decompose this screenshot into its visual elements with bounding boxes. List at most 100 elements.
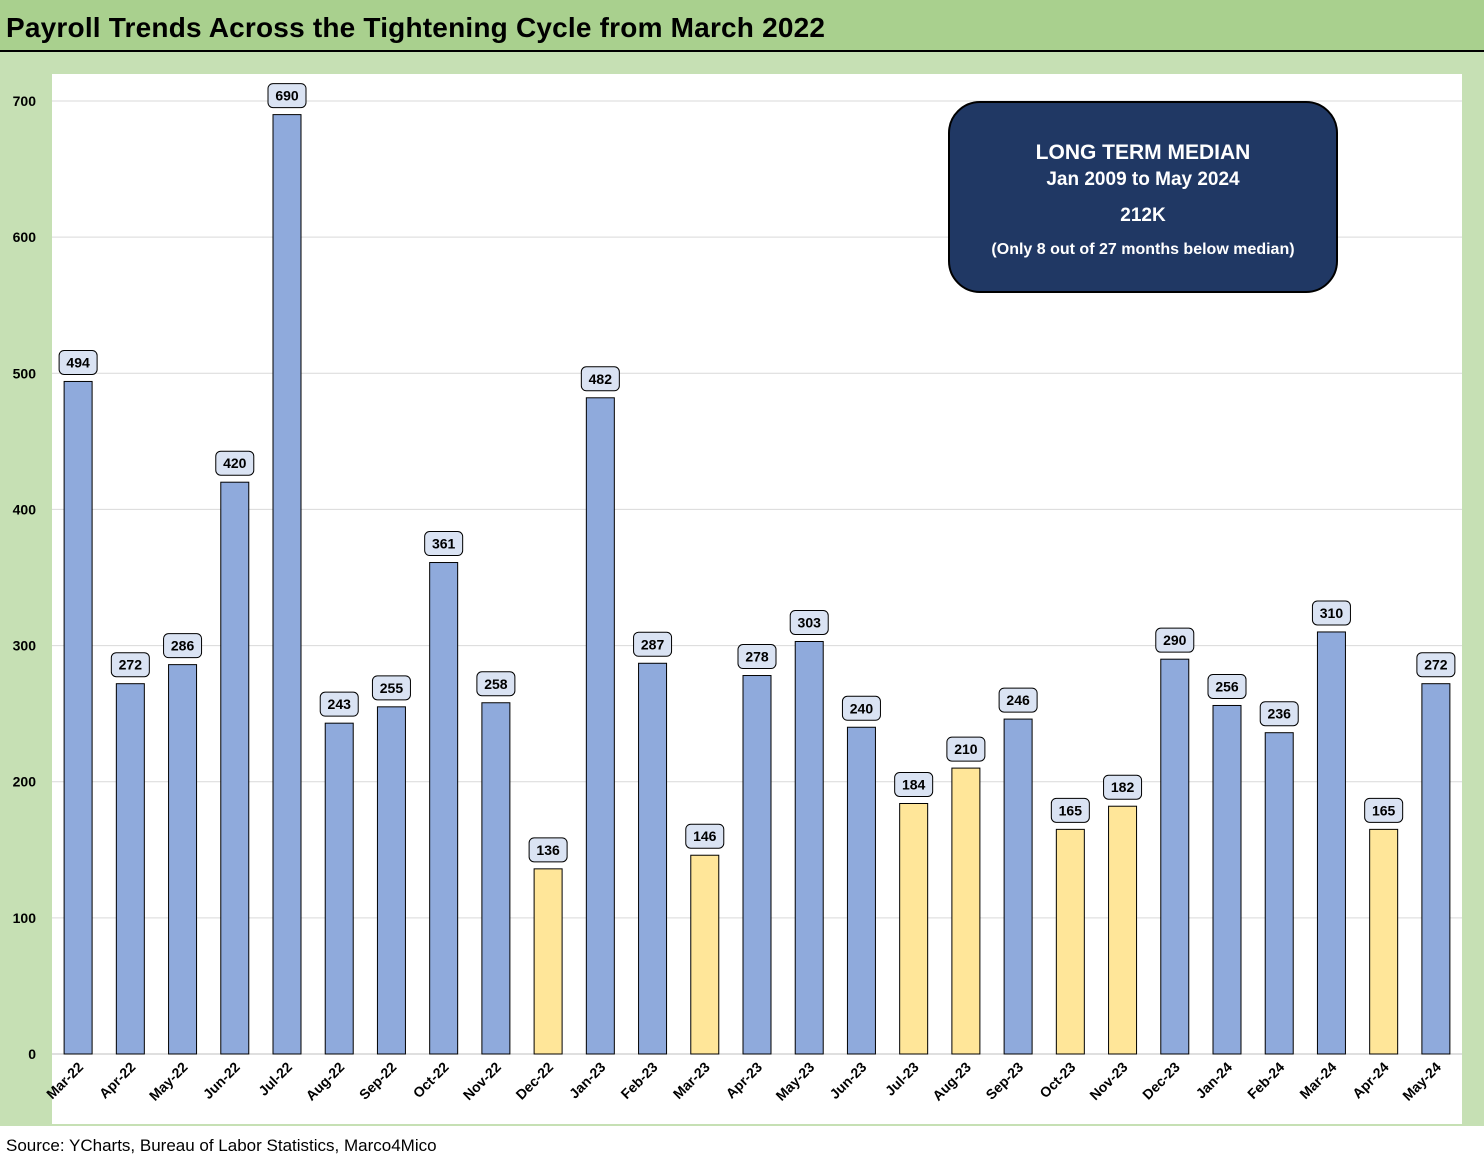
data-label-box [580, 366, 620, 392]
data-label: 165 [1372, 802, 1396, 818]
title-bar: Payroll Trends Across the Tightening Cyc… [0, 0, 1484, 52]
data-label: 243 [328, 696, 352, 712]
bar [1160, 658, 1190, 1055]
bar [638, 662, 668, 1055]
bar [1108, 805, 1138, 1055]
x-tick-label: Aug-23 [929, 1059, 974, 1104]
bar [846, 726, 876, 1055]
bar [115, 683, 145, 1055]
bar [585, 397, 615, 1055]
data-label-box [476, 671, 516, 697]
data-label-box [1155, 627, 1195, 653]
data-label-box [371, 675, 411, 701]
x-tick-label: May-24 [1399, 1059, 1444, 1104]
x-tick-label: Mar-23 [670, 1059, 713, 1102]
data-label: 258 [484, 676, 508, 692]
data-label-box [1364, 797, 1404, 823]
bar [63, 380, 93, 1055]
data-label: 420 [223, 455, 247, 471]
bar [1212, 704, 1242, 1055]
data-label-box [528, 837, 568, 863]
data-label-box [1259, 701, 1299, 727]
y-tick-label: 600 [13, 229, 37, 245]
y-tick-label: 400 [13, 501, 37, 517]
data-label: 290 [1163, 632, 1187, 648]
x-tick-label: Dec-23 [1139, 1059, 1183, 1103]
data-label: 361 [432, 536, 456, 552]
data-label-box [789, 609, 829, 635]
x-tick-label: Jul-23 [882, 1059, 922, 1099]
y-tick-label: 500 [13, 365, 37, 381]
data-label: 287 [641, 636, 665, 652]
data-label: 690 [275, 88, 299, 104]
y-tick-label: 0 [28, 1046, 36, 1062]
data-label-box [998, 687, 1038, 713]
bar [951, 767, 981, 1055]
data-label: 278 [745, 649, 769, 665]
data-label-box [1416, 652, 1456, 678]
bar [272, 114, 302, 1055]
data-label-box [685, 823, 725, 849]
bar [220, 481, 250, 1055]
x-tick-label: Jan-24 [1192, 1059, 1235, 1102]
data-label-box [424, 531, 464, 557]
x-tick-label: Apr-24 [1349, 1059, 1392, 1102]
data-label: 256 [1215, 678, 1239, 694]
x-tick-label: Feb-24 [1244, 1059, 1287, 1102]
data-label: 494 [66, 354, 90, 370]
data-label: 272 [1424, 657, 1448, 673]
data-label: 184 [902, 776, 926, 792]
median-callout-box: LONG TERM MEDIAN Jan 2009 to May 2024 21… [948, 101, 1338, 293]
data-label-box [737, 644, 777, 670]
y-tick-label: 700 [13, 93, 37, 109]
x-tick-label: Oct-23 [1036, 1059, 1078, 1101]
data-label-box [841, 695, 881, 721]
median-value: 212K [1120, 205, 1166, 226]
data-label: 310 [1320, 605, 1344, 621]
y-tick-label: 200 [13, 774, 37, 790]
data-label: 240 [850, 700, 874, 716]
x-tick-label: Apr-23 [722, 1059, 765, 1102]
x-tick-label: Oct-22 [410, 1059, 452, 1101]
median-title: LONG TERM MEDIAN [1035, 141, 1251, 164]
data-label: 146 [693, 828, 717, 844]
bar [794, 640, 824, 1055]
x-tick-label: Jan-23 [566, 1059, 609, 1102]
x-tick-label: May-22 [146, 1059, 191, 1104]
data-label-box [946, 736, 986, 762]
data-label: 286 [171, 638, 195, 654]
bar [376, 706, 406, 1055]
x-tick-label: Nov-23 [1086, 1059, 1130, 1103]
data-label-box [319, 691, 359, 717]
x-tick-label: Jun-22 [200, 1059, 243, 1102]
bar [899, 802, 929, 1055]
data-label-box [894, 771, 934, 797]
data-label: 246 [1006, 692, 1030, 708]
x-tick-label: Nov-22 [460, 1059, 504, 1103]
x-tick-label: Dec-22 [512, 1059, 556, 1103]
data-label: 165 [1059, 802, 1083, 818]
x-tick-label: Jun-23 [826, 1059, 869, 1102]
data-label-box [633, 631, 673, 657]
data-label-box [215, 450, 255, 476]
x-tick-label: Apr-22 [96, 1059, 139, 1102]
data-label-box [1311, 600, 1351, 626]
chart-title: Payroll Trends Across the Tightening Cyc… [6, 12, 826, 43]
data-label: 303 [798, 614, 822, 630]
data-label: 210 [954, 741, 978, 757]
data-label-box [58, 349, 98, 375]
data-label-box [110, 652, 150, 678]
bar [742, 675, 772, 1055]
bar [481, 702, 511, 1055]
data-label-box [267, 83, 307, 109]
bar [1421, 683, 1451, 1055]
x-tick-label: Sep-22 [356, 1059, 400, 1103]
x-tick-label: Mar-22 [43, 1059, 86, 1102]
data-label-box [1207, 673, 1247, 699]
data-label: 236 [1268, 706, 1292, 722]
data-label-box [163, 633, 203, 659]
source-note: Source: YCharts, Bureau of Labor Statist… [6, 1136, 437, 1155]
bar [1003, 718, 1033, 1055]
bar [690, 854, 720, 1055]
